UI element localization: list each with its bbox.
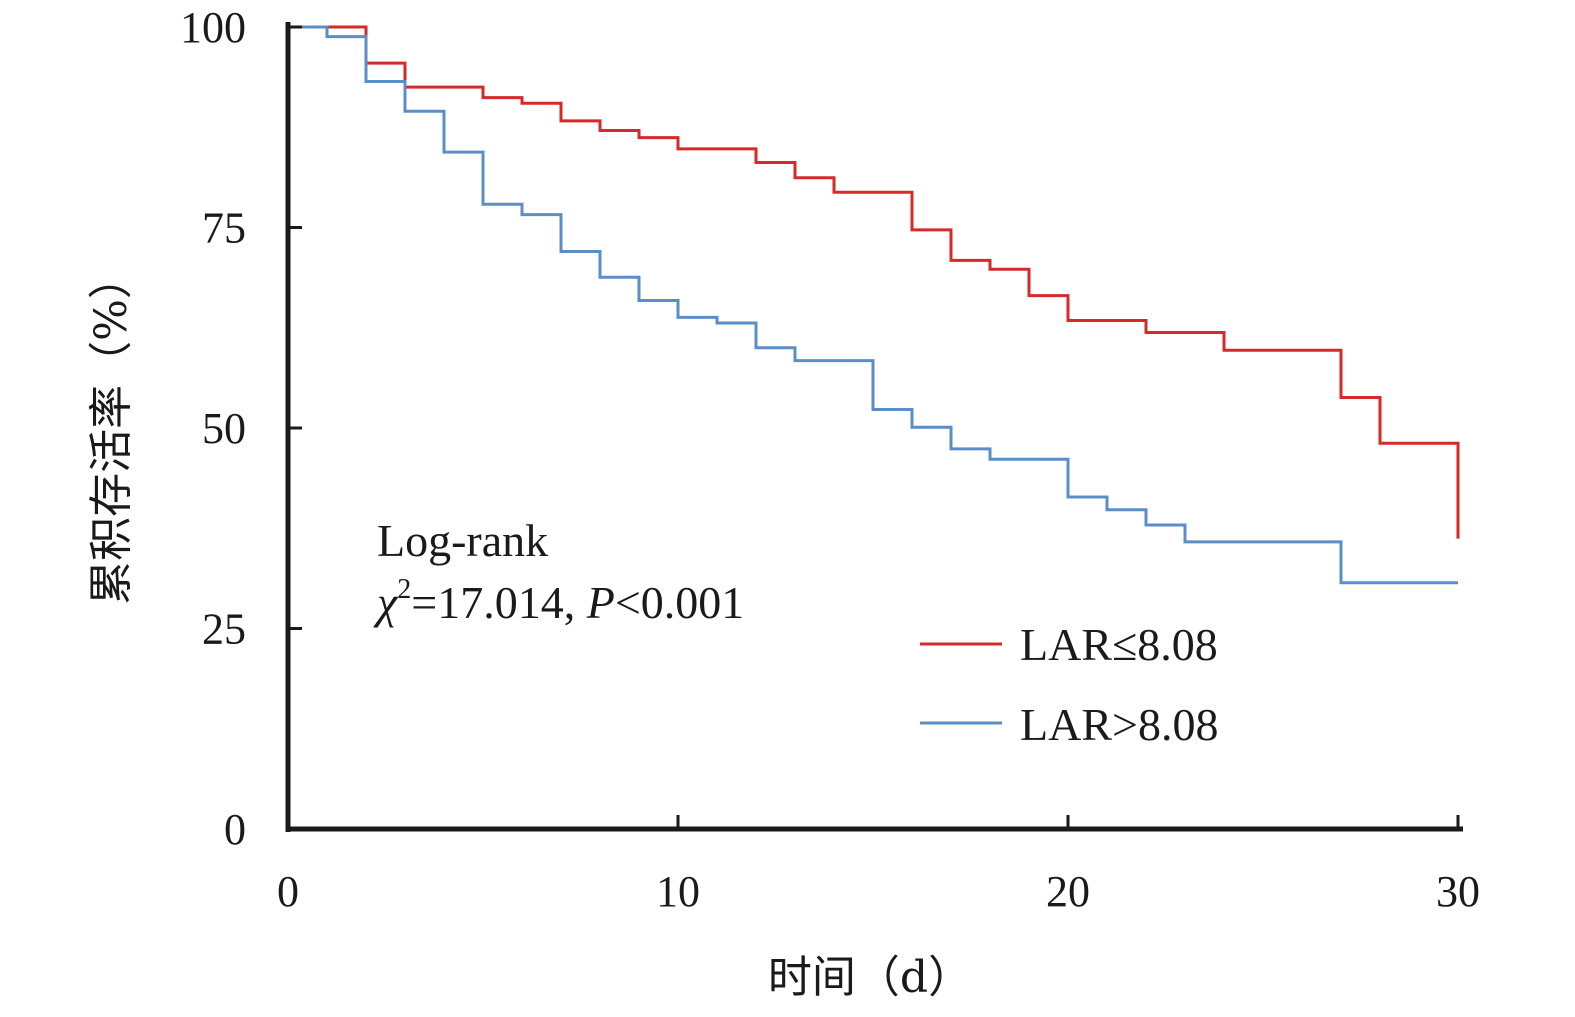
x-tick-label: 30 xyxy=(1436,867,1480,916)
p-symbol: P xyxy=(586,577,615,628)
axes: 0 25 50 75 100 0 10 20 30 xyxy=(180,3,1480,916)
annotation-statistic: χ2=17.014, P<0.001 xyxy=(373,574,744,628)
chi-value: =17.014, xyxy=(411,577,586,628)
annotation-test-name: Log-rank xyxy=(377,515,548,566)
x-ticks: 0 10 20 30 xyxy=(277,815,1480,916)
y-tick-label: 100 xyxy=(180,3,246,52)
x-axis-title: 时间（d） xyxy=(768,952,972,1003)
survival-curve-lar-low xyxy=(288,25,1460,539)
chi-exponent: 2 xyxy=(397,574,411,605)
y-axis-title: 累积存活率（%） xyxy=(86,255,137,605)
series-layer xyxy=(288,25,1460,585)
chi-symbol: χ xyxy=(373,577,399,628)
x-tick-label: 0 xyxy=(277,867,299,916)
y-tick-label: 75 xyxy=(202,204,246,253)
legend-label-lar-high: LAR>8.08 xyxy=(1020,699,1218,750)
survival-curve-lar-high xyxy=(288,25,1458,585)
y-ticks: 0 25 50 75 100 xyxy=(180,3,302,854)
x-tick-label: 20 xyxy=(1046,867,1090,916)
legend-label-lar-low: LAR≤8.08 xyxy=(1020,619,1218,670)
stats-annotation: Log-rank χ2=17.014, P<0.001 xyxy=(373,515,744,628)
x-tick-label: 10 xyxy=(656,867,700,916)
y-tick-label: 25 xyxy=(202,605,246,654)
p-value: <0.001 xyxy=(615,577,744,628)
y-tick-label: 50 xyxy=(202,404,246,453)
y-tick-label: 0 xyxy=(224,805,246,854)
legend: LAR≤8.08 LAR>8.08 xyxy=(920,619,1218,750)
